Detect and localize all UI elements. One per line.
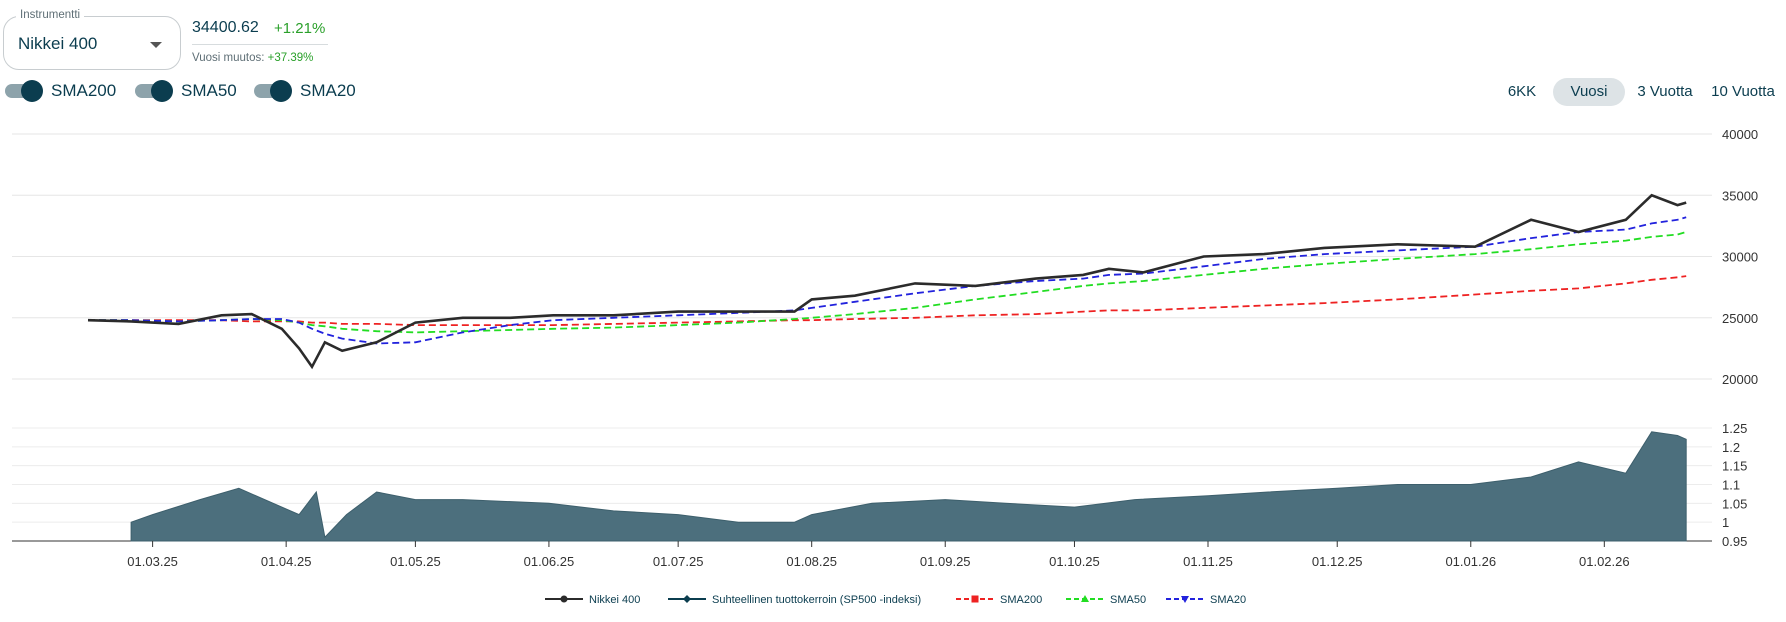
x-tick-label: 01.01.26 <box>1445 554 1496 569</box>
price-change: +1.21% <box>274 20 326 37</box>
legend-label: Nikkei 400 <box>589 594 640 606</box>
range-vuosi-button[interactable]: Vuosi <box>1553 78 1625 106</box>
instrument-select-value: Nikkei 400 <box>18 34 98 53</box>
y-tick-label: 1.25 <box>1722 421 1747 436</box>
legend-item: Suhteellinen tuottokerroin (SP500 -indek… <box>668 594 921 606</box>
x-tick-label: 01.05.25 <box>390 554 441 569</box>
y-tick-label: 35000 <box>1722 188 1758 203</box>
legend-label: SMA20 <box>1210 594 1246 606</box>
yearly-change: Vuosi muutos: +37.39% <box>192 52 313 64</box>
toggle-switch-sma50[interactable] <box>135 80 173 102</box>
chart-legend: Nikkei 400 Suhteellinen tuottokerroin (SP… <box>545 594 1246 606</box>
legend-marker <box>683 595 691 603</box>
x-tick-label: 01.04.25 <box>261 554 312 569</box>
toggle-switch-sma200[interactable] <box>5 80 43 102</box>
yearly-change-value: +37.39% <box>267 52 314 64</box>
y-tick-label: 20000 <box>1722 372 1758 387</box>
range-10-vuotta-button[interactable]: 10 Vuotta <box>1711 83 1775 100</box>
x-tick-label: 01.12.25 <box>1312 554 1363 569</box>
y-ticks-top: 40000 35000 30000 25000 20000 <box>1722 127 1758 387</box>
instrument-select-label: Instrumentti <box>16 9 85 21</box>
x-tick-label: 01.07.25 <box>653 554 704 569</box>
legend-marker <box>971 595 979 603</box>
x-tick-label: 01.08.25 <box>786 554 837 569</box>
price-value: 34400.62 <box>192 19 259 36</box>
toggle-switch-sma20[interactable] <box>254 80 292 102</box>
x-tick-label: 01.11.25 <box>1183 554 1233 569</box>
y-tick-label: 1.15 <box>1722 459 1747 474</box>
legend-label: SMA200 <box>1000 594 1042 606</box>
legend-label: SMA50 <box>1110 594 1146 606</box>
y-tick-label: 40000 <box>1722 127 1758 142</box>
y-ticks-bottom: 1.25 1.2 1.15 1.1 1.05 1 0.95 <box>1722 421 1747 549</box>
legend-label: Suhteellinen tuottokerroin (SP500 -indek… <box>712 594 921 606</box>
chart-grid <box>12 133 1712 542</box>
legend-item: SMA50 <box>1066 594 1146 606</box>
range-3-vuotta-button[interactable]: 3 Vuotta <box>1637 83 1693 100</box>
series-relative-area <box>130 431 1687 542</box>
y-tick-label: 25000 <box>1722 311 1758 326</box>
y-tick-label: 1 <box>1722 515 1729 530</box>
legend-item: SMA200 <box>956 594 1042 606</box>
relative-area-layer <box>130 431 1687 542</box>
yearly-change-label: Vuosi muutos: <box>192 52 265 64</box>
toggle-sma200[interactable]: SMA200 <box>5 80 116 102</box>
range-6kk-button[interactable]: 6KK <box>1507 83 1537 100</box>
toggle-sma50[interactable]: SMA50 <box>135 80 237 102</box>
x-ticks: 01.03.25 01.04.25 01.05.25 01.06.25 01.07.25… <box>127 541 1630 569</box>
legend-marker <box>1081 595 1089 602</box>
instrument-select[interactable]: Instrumentti Nikkei 400 <box>3 9 181 70</box>
series-line-sma20 <box>88 216 1687 345</box>
toggle-label-sma200: SMA200 <box>51 81 117 100</box>
legend-item: SMA20 <box>1166 594 1246 606</box>
toggle-label-sma20: SMA20 <box>300 81 356 100</box>
x-tick-label: 01.06.25 <box>524 554 575 569</box>
series-line-nikkei-400 <box>87 193 1687 370</box>
toggle-sma20[interactable]: SMA20 <box>254 80 356 102</box>
price-divider <box>192 44 328 45</box>
x-tick-label: 01.03.25 <box>127 554 178 569</box>
toggle-label-sma50: SMA50 <box>181 81 237 100</box>
x-tick-label: 01.02.26 <box>1579 554 1630 569</box>
legend-marker <box>1181 596 1189 603</box>
x-tick-label: 01.10.25 <box>1049 554 1100 569</box>
price-lines-layer <box>87 193 1687 370</box>
chevron-down-icon <box>150 42 162 48</box>
series-line-sma200 <box>88 275 1687 326</box>
y-tick-label: 30000 <box>1722 250 1758 265</box>
y-tick-label: 1.05 <box>1722 496 1747 511</box>
y-tick-label: 1.2 <box>1722 440 1740 455</box>
y-tick-label: 0.95 <box>1722 534 1747 549</box>
legend-marker <box>560 595 568 603</box>
x-tick-label: 01.09.25 <box>920 554 971 569</box>
legend-item: Nikkei 400 <box>545 594 640 606</box>
y-tick-label: 1.1 <box>1722 478 1740 493</box>
